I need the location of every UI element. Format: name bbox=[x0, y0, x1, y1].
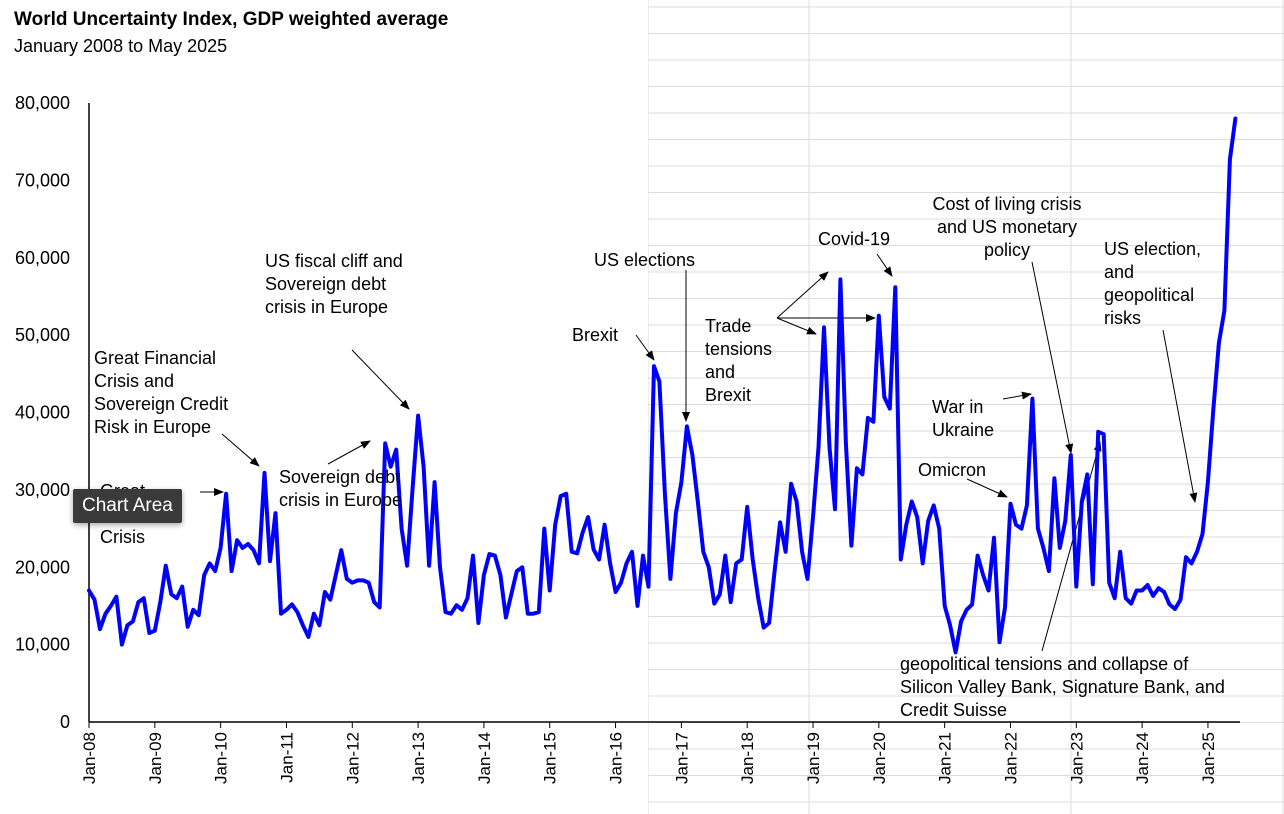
annotation-covid: Covid-19 bbox=[818, 229, 891, 249]
x-tick-label: Jan-09 bbox=[146, 732, 165, 784]
arrow-cost-of-living bbox=[1031, 261, 1074, 454]
chart-axes bbox=[88, 103, 1240, 723]
x-tick-label: Jan-14 bbox=[475, 732, 494, 784]
x-tick-label: Jan-13 bbox=[409, 732, 428, 784]
arrow-svb bbox=[1041, 441, 1102, 652]
annotation-us-elections: US elections bbox=[594, 250, 696, 270]
arrow-us-election-2024 bbox=[1162, 329, 1198, 503]
uncertainty-index-line[interactable] bbox=[87, 116, 1238, 655]
x-tick-label: Jan-15 bbox=[541, 732, 560, 784]
x-tick-label: Jan-25 bbox=[1199, 732, 1218, 784]
y-tick-label: 10,000 bbox=[15, 635, 70, 655]
x-tick-label: Jan-18 bbox=[738, 732, 757, 784]
annotation-us-fiscal-cliff: US fiscal cliff and Sovereign debt crisi… bbox=[265, 251, 403, 317]
spreadsheet-grid bbox=[648, 0, 1284, 814]
chart-area-tooltip: Chart Area bbox=[73, 489, 182, 523]
arrow-sovereign-debt bbox=[327, 440, 371, 465]
y-tick-label: 80,000 bbox=[15, 93, 70, 113]
x-tick-label: Jan-24 bbox=[1133, 732, 1152, 784]
annotation-brexit: Brexit bbox=[572, 325, 619, 345]
x-tick-label: Jan-19 bbox=[804, 732, 823, 784]
y-tick-label: 30,000 bbox=[15, 480, 70, 500]
arrow-trade-1 bbox=[776, 271, 829, 319]
x-tick-label: Jan-08 bbox=[80, 732, 99, 784]
x-tick-label: Jan-12 bbox=[343, 732, 362, 784]
annotation-arrows bbox=[200, 253, 1198, 652]
y-tick-label: 40,000 bbox=[15, 403, 70, 423]
x-tick-label: Jan-20 bbox=[870, 732, 889, 784]
x-tick-label: Jan-10 bbox=[212, 732, 231, 784]
x-tick-label: Jan-23 bbox=[1067, 732, 1086, 784]
y-tick-label: 20,000 bbox=[15, 557, 70, 577]
arrow-brexit bbox=[635, 334, 655, 361]
annotation-sovereign-debt: Sovereign debt crisis in Europe bbox=[279, 467, 403, 510]
x-tick-label: Jan-16 bbox=[607, 732, 626, 784]
arrow-trade-3 bbox=[776, 317, 817, 335]
annotation-omicron: Omicron bbox=[918, 460, 987, 480]
annotation-gfc-sovereign: Great Financial Crisis and Sovereign Cre… bbox=[94, 348, 229, 437]
chart-subtitle: January 2008 to May 2025 bbox=[14, 36, 228, 56]
annotation-war-in-ukraine: War in Ukraine bbox=[932, 397, 995, 440]
x-tick-label: Jan-17 bbox=[672, 732, 691, 784]
arrow-ukraine bbox=[1002, 391, 1032, 400]
y-tick-label: 50,000 bbox=[15, 325, 70, 345]
arrow-fiscal-cliff bbox=[351, 349, 410, 410]
x-tick-label: Jan-22 bbox=[1001, 732, 1020, 784]
arrow-covid bbox=[876, 253, 893, 277]
annotation-us-election-geopolitical: US election, and geopolitical risks bbox=[1104, 239, 1202, 328]
x-axis-ticks: Jan-08 Jan-09 Jan-10 Jan-11 Jan-12 Jan-13 Jan-… bbox=[80, 722, 1218, 784]
y-tick-label: 0 bbox=[60, 712, 70, 732]
x-tick-label: Jan-11 bbox=[277, 732, 296, 783]
annotation-svb-collapse: geopolitical tensions and collapse of Si… bbox=[900, 654, 1225, 720]
annotation-cost-of-living: Cost of living crisis and US monetary po… bbox=[932, 194, 1082, 260]
arrow-gfc-scr bbox=[221, 433, 260, 467]
arrow-omicron bbox=[966, 478, 1008, 498]
x-tick-label: Jan-21 bbox=[936, 732, 955, 784]
chart-title: World Uncertainty Index, GDP weighted av… bbox=[14, 9, 449, 30]
annotation-trade-tensions: Trade tensions and Brexit bbox=[705, 316, 773, 405]
y-tick-label: 70,000 bbox=[15, 170, 70, 190]
y-tick-label: 60,000 bbox=[15, 248, 70, 268]
y-axis-ticks: 0 10,000 20,000 30,000 40,000 50,000 60,000 70,… bbox=[15, 93, 70, 732]
